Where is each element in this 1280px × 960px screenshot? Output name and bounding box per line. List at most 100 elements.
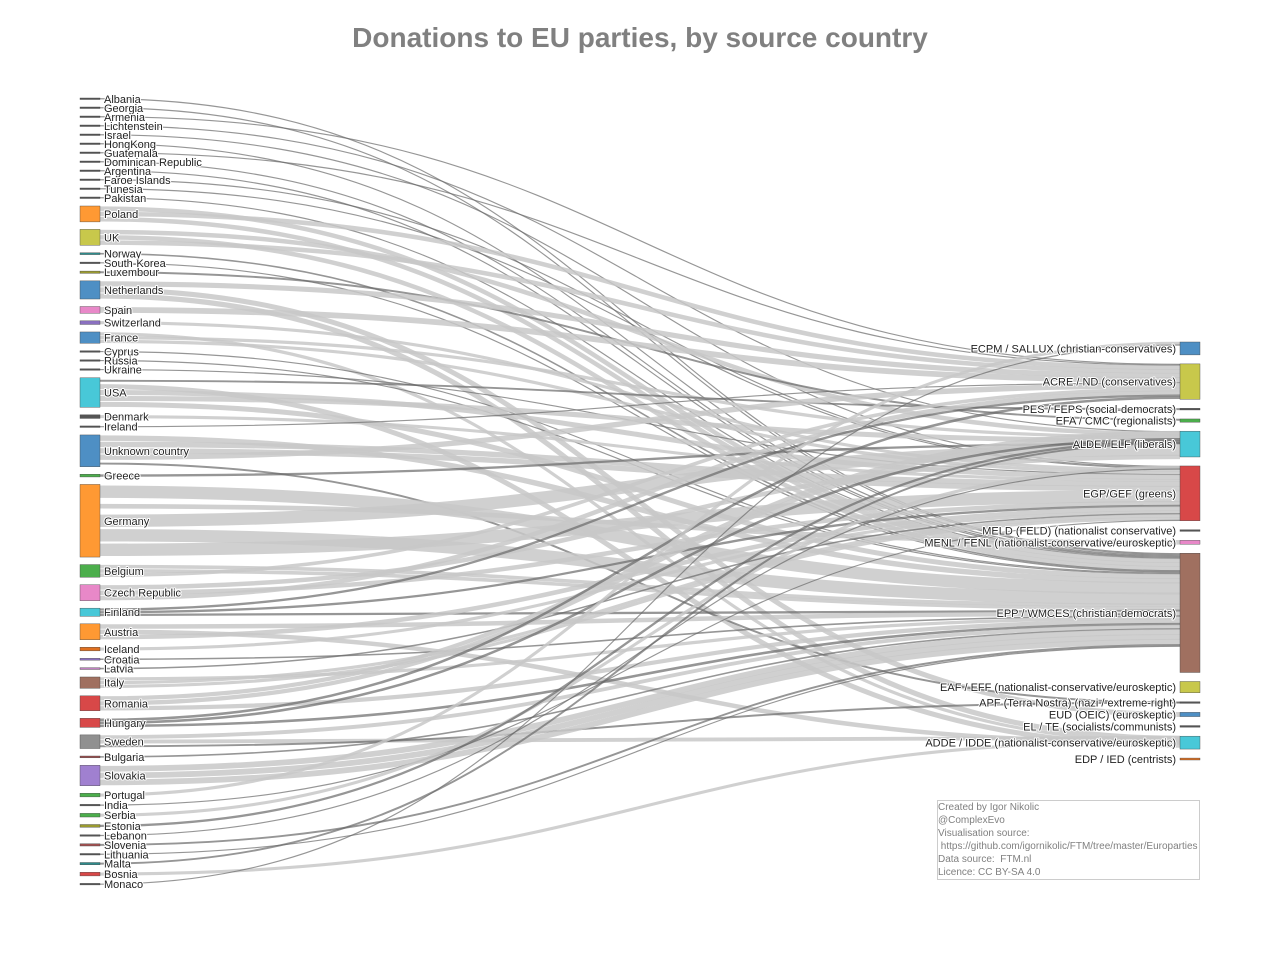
target-node[interactable] <box>1179 529 1201 532</box>
target-node[interactable] <box>1179 363 1201 400</box>
source-node[interactable] <box>79 320 101 325</box>
source-node[interactable] <box>79 824 101 828</box>
flow-link <box>99 321 1181 472</box>
target-node[interactable] <box>1179 465 1201 521</box>
source-node[interactable] <box>79 862 101 865</box>
source-node[interactable] <box>79 676 101 689</box>
flow-link <box>99 506 1181 640</box>
target-node[interactable] <box>1179 735 1201 750</box>
source-node[interactable] <box>79 106 101 109</box>
flow-link <box>99 622 1181 728</box>
source-node-label: Serbia <box>104 810 137 822</box>
source-node[interactable] <box>79 658 101 661</box>
flow-link <box>99 229 1181 437</box>
source-node[interactable] <box>79 647 101 652</box>
source-node[interactable] <box>79 834 101 837</box>
source-node[interactable] <box>79 607 101 617</box>
target-node[interactable] <box>1179 757 1201 761</box>
source-node[interactable] <box>79 734 101 749</box>
source-node[interactable] <box>79 261 101 264</box>
source-node[interactable] <box>79 331 101 344</box>
source-node[interactable] <box>79 755 101 759</box>
source-node[interactable] <box>79 151 101 154</box>
source-node-label: HongKong <box>104 139 156 151</box>
source-node[interactable] <box>79 793 101 798</box>
flow-link <box>99 344 1181 885</box>
flow-link <box>99 442 1181 477</box>
source-node[interactable] <box>79 474 101 478</box>
source-node[interactable] <box>79 252 101 255</box>
source-node[interactable] <box>79 178 101 181</box>
flow-link <box>99 638 1181 786</box>
flow-link <box>99 441 1181 487</box>
source-node[interactable] <box>79 872 101 877</box>
source-node[interactable] <box>79 306 101 314</box>
source-node[interactable] <box>79 425 101 428</box>
source-node[interactable] <box>79 414 101 419</box>
source-node-label: Cyprus <box>104 347 139 359</box>
source-node[interactable] <box>79 377 101 408</box>
target-node[interactable] <box>1179 418 1201 423</box>
source-node-label: Lebanon <box>104 830 147 842</box>
source-node[interactable] <box>79 270 101 274</box>
flow-link <box>99 462 1181 704</box>
credits-box: Created by Igor Nikolic @ComplexEvo Visu… <box>937 800 1200 880</box>
source-node[interactable] <box>79 280 101 300</box>
target-node-label: EAF / EFF (nationalist-conservative/euro… <box>940 682 1176 694</box>
flow-link <box>99 390 1181 601</box>
source-node[interactable] <box>79 843 101 847</box>
source-node[interactable] <box>79 623 101 640</box>
target-node[interactable] <box>1179 341 1201 356</box>
source-node-label: Guatemala <box>104 148 159 160</box>
source-node[interactable] <box>79 695 101 712</box>
source-node-label: Slovakia <box>104 771 146 783</box>
source-node[interactable] <box>79 124 101 127</box>
source-node-label: Faroe Islands <box>104 175 171 187</box>
source-node[interactable] <box>79 160 101 163</box>
source-node[interactable] <box>79 205 101 223</box>
source-node-label: Dominican Republic <box>104 157 202 169</box>
source-node[interactable] <box>79 667 101 670</box>
source-node[interactable] <box>79 133 101 136</box>
source-node[interactable] <box>79 484 101 558</box>
source-node-label: Germany <box>104 516 150 528</box>
target-node-label: EGP/GEF (greens) <box>1083 488 1176 500</box>
target-node[interactable] <box>1179 712 1201 717</box>
source-node[interactable] <box>79 718 101 728</box>
source-node[interactable] <box>79 564 101 578</box>
source-node[interactable] <box>79 187 101 190</box>
source-node-label: India <box>104 800 129 812</box>
flow-link <box>99 644 1181 846</box>
target-node[interactable] <box>1179 408 1201 411</box>
source-node[interactable] <box>79 350 101 353</box>
source-node[interactable] <box>79 359 101 362</box>
source-node[interactable] <box>79 584 101 601</box>
source-node[interactable] <box>79 142 101 145</box>
target-node[interactable] <box>1179 725 1201 728</box>
source-node-label: Norway <box>104 249 142 261</box>
target-node[interactable] <box>1179 681 1201 693</box>
target-node[interactable] <box>1179 553 1201 673</box>
source-node-label: Bosnia <box>104 869 139 881</box>
source-node-label: Pakistan <box>104 193 146 205</box>
flow-link <box>99 619 1181 711</box>
source-node[interactable] <box>79 804 101 807</box>
target-node[interactable] <box>1179 701 1201 704</box>
source-node-label: Spain <box>104 305 132 317</box>
source-node[interactable] <box>79 115 101 118</box>
source-node[interactable] <box>79 765 101 786</box>
source-node[interactable] <box>79 883 101 886</box>
source-node[interactable] <box>79 368 101 371</box>
source-node[interactable] <box>79 169 101 172</box>
source-node[interactable] <box>79 196 101 199</box>
source-node[interactable] <box>79 97 101 100</box>
target-node[interactable] <box>1179 430 1201 458</box>
target-node[interactable] <box>1179 540 1201 545</box>
source-node[interactable] <box>79 853 101 856</box>
source-node[interactable] <box>79 434 101 467</box>
flow-link <box>99 624 1181 740</box>
source-node[interactable] <box>79 813 101 818</box>
source-node[interactable] <box>79 229 101 246</box>
flow-links <box>99 98 1181 885</box>
